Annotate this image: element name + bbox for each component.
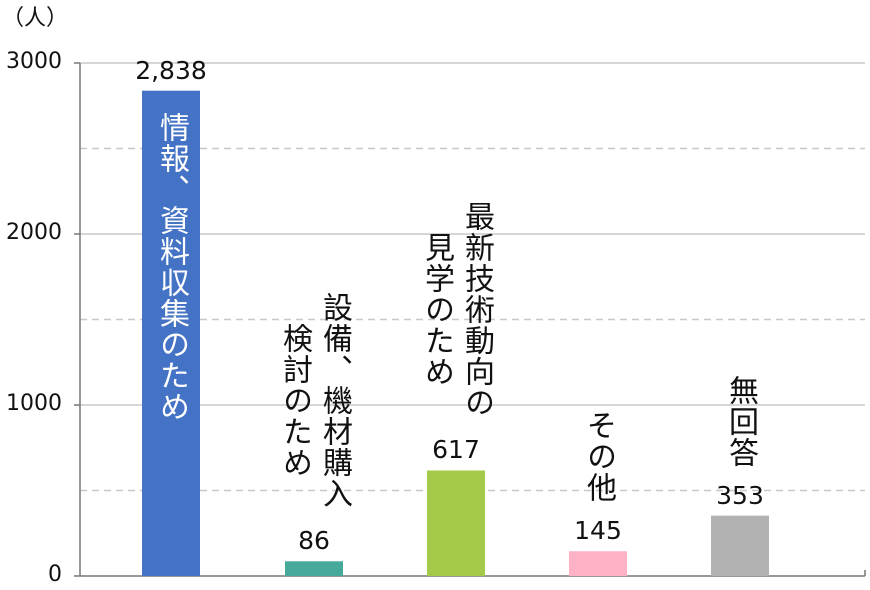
value-label: 2,838 [135,55,207,85]
category-label-line: 検討のため [277,323,312,479]
category-label-line: 情報、資料収集のため [154,112,189,422]
category-label-line: 見学のため [419,232,454,388]
y-axis-unit: （人） [2,6,69,31]
y-tick-label: 2000 [6,220,62,245]
bar [285,561,343,576]
category-label: その他 [578,410,618,503]
bar [711,515,769,576]
value-label: 353 [716,480,764,510]
category-label-line: 最新技術動向の [459,201,494,419]
category-label-line: その他 [581,410,616,504]
bar [427,470,485,576]
value-label: 617 [432,435,480,465]
value-label: 86 [298,526,330,556]
y-tick-label: 0 [48,562,62,587]
category-label-line: 設備、機材購入 [317,292,352,510]
bar [569,551,627,576]
y-tick-label: 3000 [6,49,62,74]
bar [142,90,200,577]
y-tick-label: 1000 [6,391,62,416]
category-label: 情報、資料収集のため [151,112,191,422]
category-label: 最新技術動向の 見学のため [416,201,496,418]
category-label-line: 無回答 [723,374,758,468]
category-label: 設備、機材購入 検討のため [274,292,354,509]
value-label: 145 [574,516,622,546]
category-label: 無回答 [720,375,760,468]
